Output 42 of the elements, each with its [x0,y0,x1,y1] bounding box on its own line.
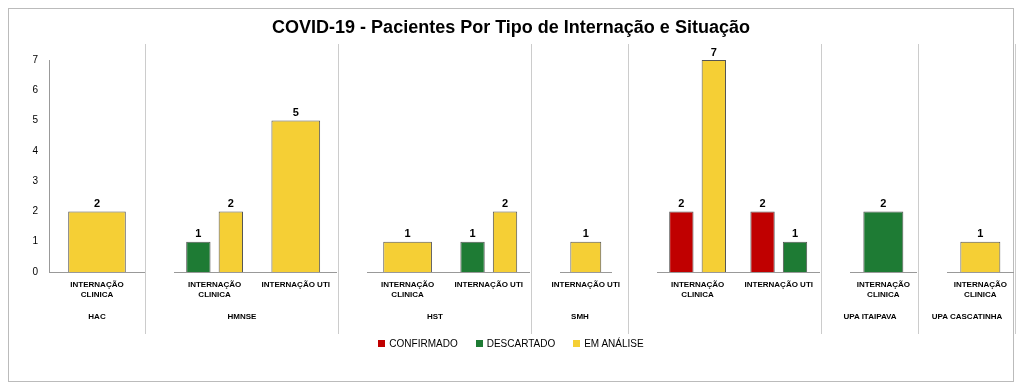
data-label: 2 [880,196,887,209]
data-label: 2 [678,196,685,209]
x-tick-label: INTERNAÇÃO CLINICA [856,280,911,299]
data-label: 1 [195,227,202,240]
data-label: 5 [292,106,299,119]
y-tick-label: 7 [32,53,39,65]
data-label: 1 [404,227,411,240]
y-tick-label: 1 [32,235,39,247]
data-label: 1 [469,227,476,240]
x-axis-title: SMH [571,312,589,321]
x-tick-label: INTERNAÇÃO UTI [261,280,331,289]
data-label: 2 [93,196,101,209]
y-tick-label: 4 [32,144,39,156]
data-label: 1 [582,227,589,240]
data-label: 1 [977,227,984,240]
legend-label: EM ANÁLISE [584,338,644,349]
x-tick-label: INTERNAÇÃO UTI [454,280,524,289]
x-axis-title: HMNSE [227,312,257,321]
x-tick-label: INTERNAÇÃO CLINICA [380,280,435,299]
y-tick-label: 2 [32,205,39,217]
data-label: 1 [791,227,799,240]
x-tick-label: INTERNAÇÃO CLINICA [670,280,725,299]
x-axis-title: HST [427,312,443,321]
x-tick-label: INTERNAÇÃO CLINICA [187,280,242,299]
legend-label: CONFIRMADO [389,338,458,349]
data-label: 2 [759,196,766,209]
x-axis-title: HAC [88,312,106,321]
x-tick-label: INTERNAÇÃO CLINICA [953,280,1008,299]
y-tick-label: 0 [32,265,39,277]
y-tick-label: 6 [32,84,39,96]
data-label: 2 [501,196,509,209]
chart-title: COVID-19 - Pacientes Por Tipo de Internação e Situação [271,16,751,39]
legend-label: DESCARTADO [486,338,556,349]
data-label: 7 [710,45,717,58]
data-label: 2 [227,196,234,209]
x-axis-title: UPA ITAIPAVA [843,312,897,321]
y-tick-label: 3 [32,174,39,186]
x-tick-label: INTERNAÇÃO UTI [551,280,621,289]
y-tick-label: 5 [32,114,39,126]
x-tick-label: INTERNAÇÃO UTI [744,280,814,289]
x-tick-label: INTERNAÇÃO CLINICA [70,280,124,299]
x-axis-title: UPA CASCATINHA [931,312,1003,321]
